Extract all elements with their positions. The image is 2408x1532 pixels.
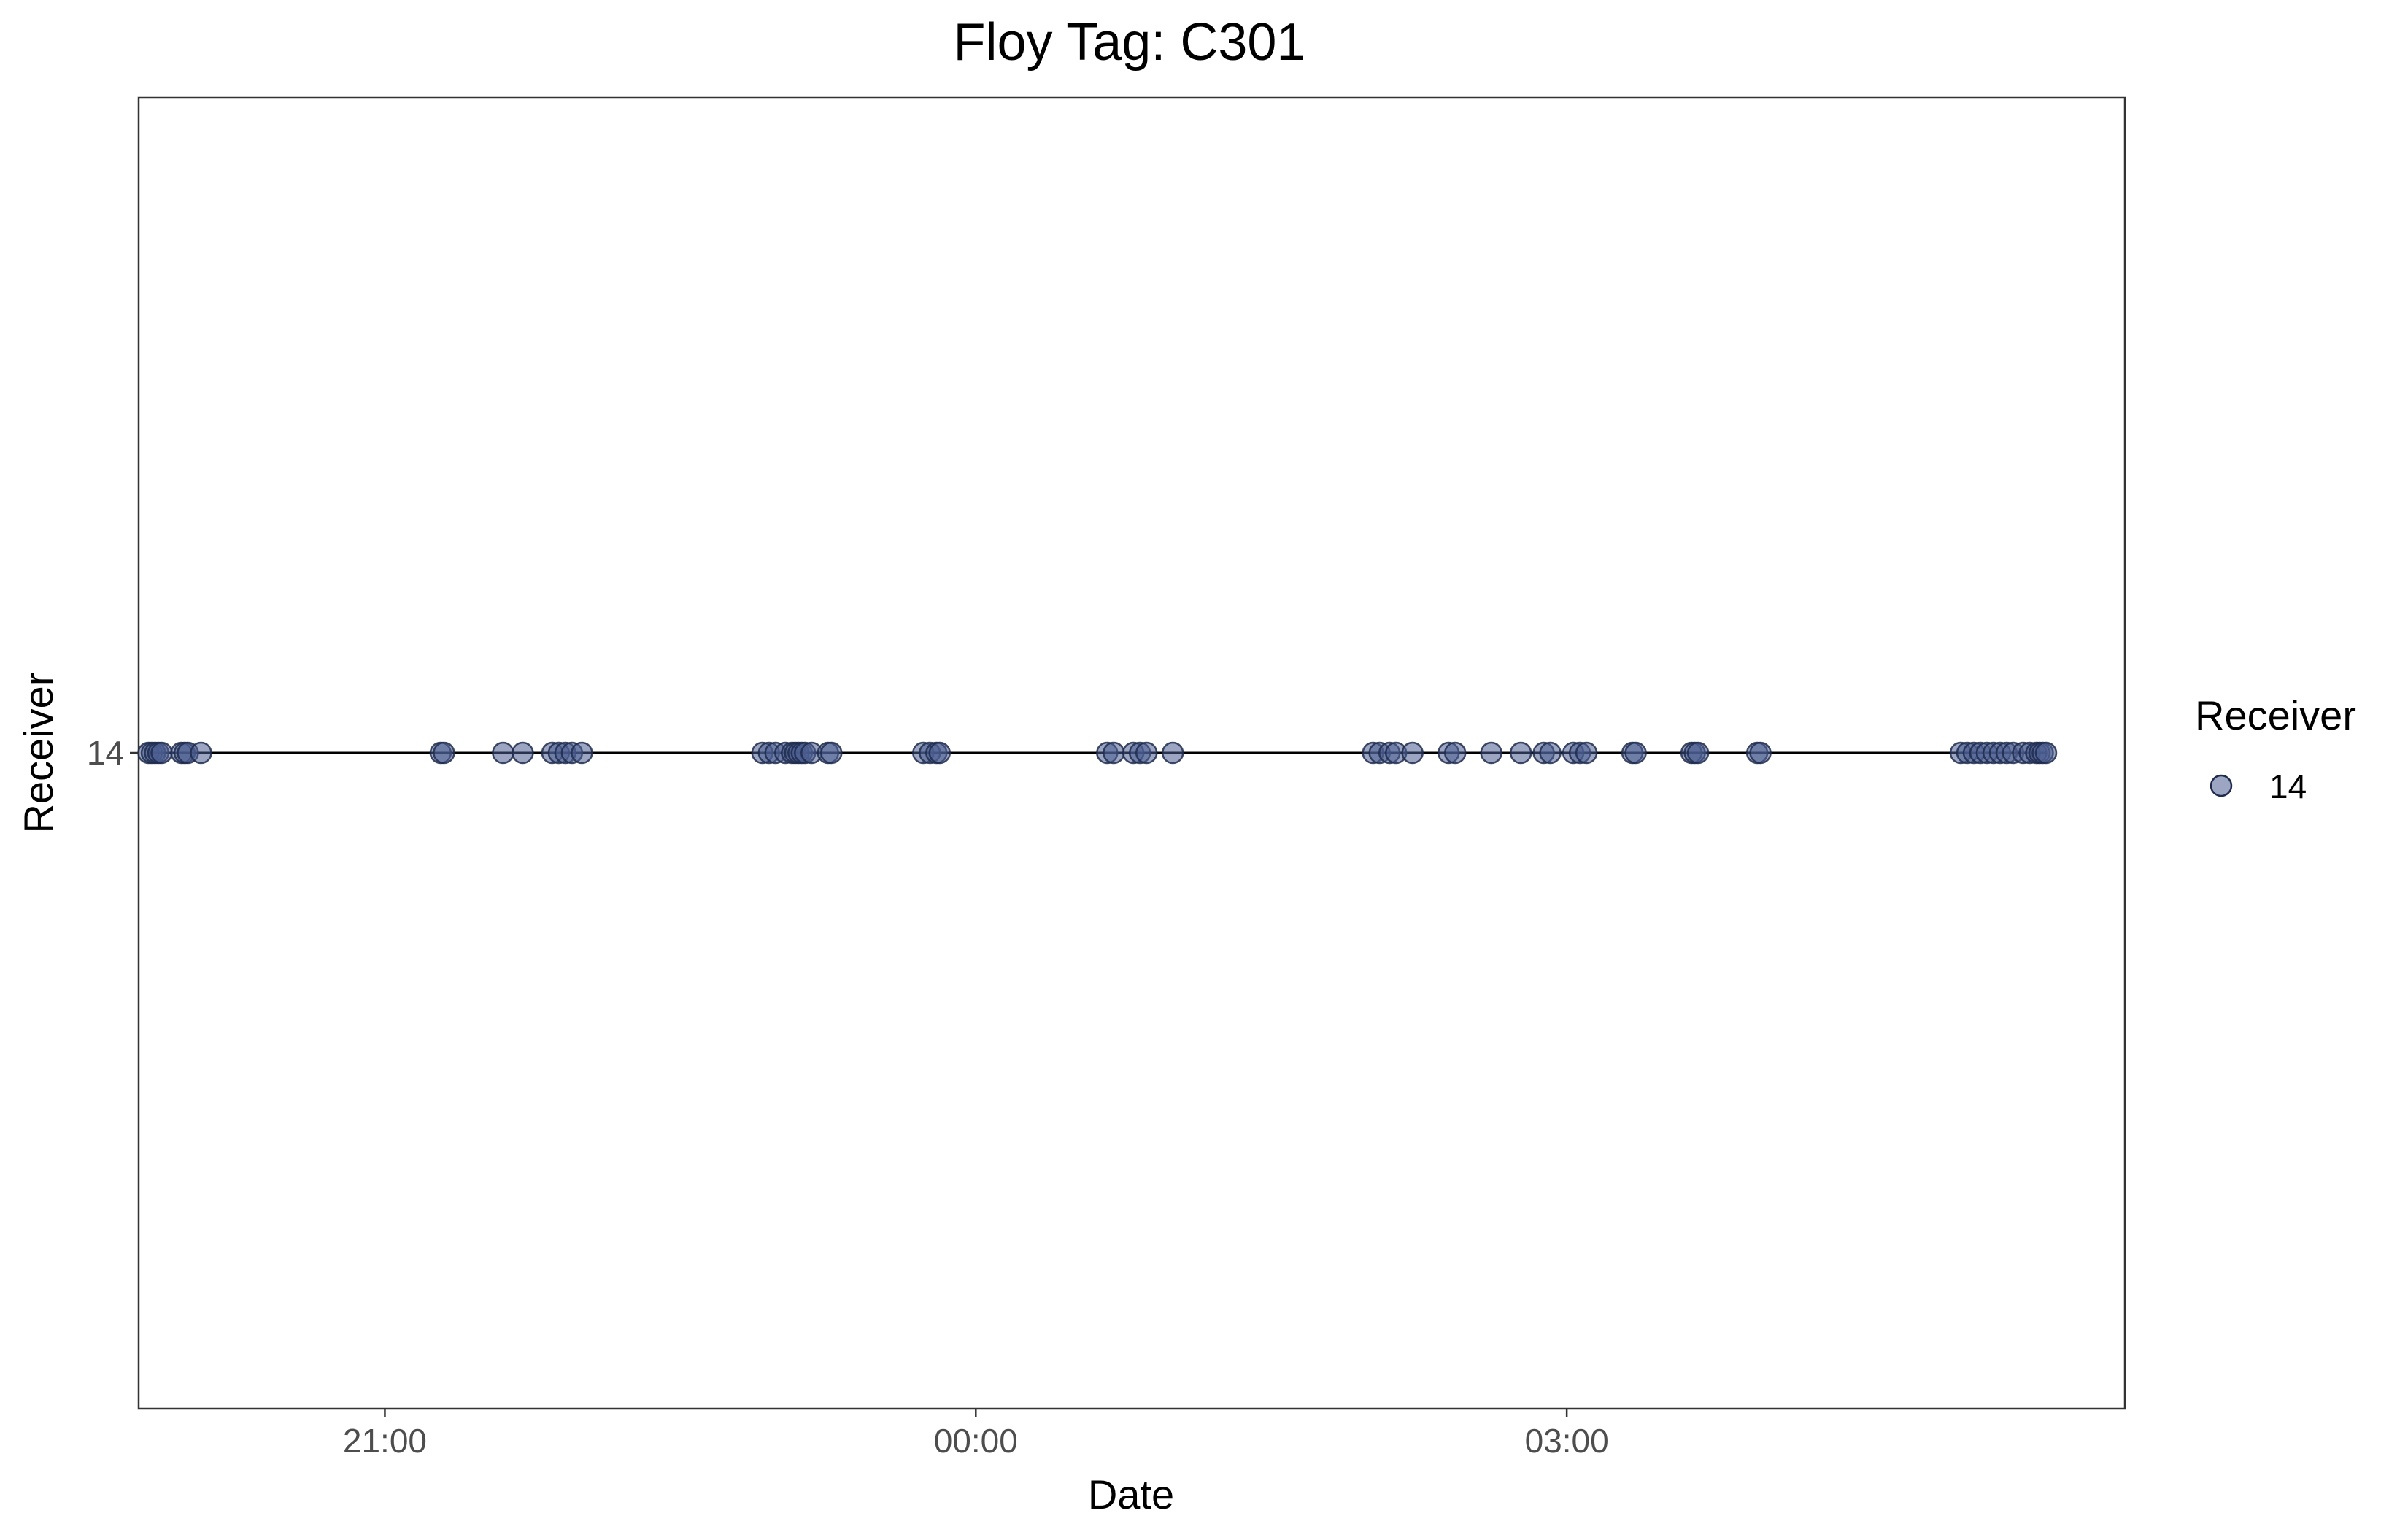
y-axis: 14 (87, 734, 139, 772)
y-tick-label: 14 (87, 734, 124, 772)
data-point (1103, 741, 1125, 765)
y-axis-title: Receiver (15, 673, 61, 834)
x-tick-label: 00:00 (934, 1422, 1018, 1460)
data-point (571, 741, 593, 765)
chart-title: Floy Tag: C301 (954, 13, 1306, 71)
x-tick-label: 03:00 (1525, 1422, 1609, 1460)
data-point (1401, 741, 1424, 765)
data-point (1135, 741, 1158, 765)
data-point (1509, 741, 1532, 765)
data-point (150, 741, 173, 765)
data-point (1575, 741, 1598, 765)
data-point (1480, 741, 1502, 765)
x-tick-label: 21:00 (343, 1422, 427, 1460)
data-point (928, 741, 952, 765)
data-point (433, 741, 455, 765)
data-point (2034, 741, 2058, 765)
legend-entry-label: 14 (2269, 767, 2307, 805)
legend-title: Receiver (2195, 692, 2356, 738)
x-axis-title: Date (1088, 1471, 1174, 1517)
data-point (1443, 741, 1467, 765)
data-point (512, 741, 534, 765)
data-point (492, 741, 514, 765)
data-point (1161, 741, 1184, 765)
data-point (190, 741, 212, 765)
legend-key-marker (2210, 774, 2233, 797)
data-point (820, 741, 843, 765)
series-layer (137, 741, 2058, 765)
x-axis: 21:00 00:00 03:00 (343, 1409, 1609, 1460)
data-point (1686, 741, 1710, 765)
data-point (1749, 741, 1772, 765)
legend: Receiver 14 (2195, 692, 2356, 805)
data-point (1624, 741, 1647, 765)
data-point (1539, 741, 1562, 765)
